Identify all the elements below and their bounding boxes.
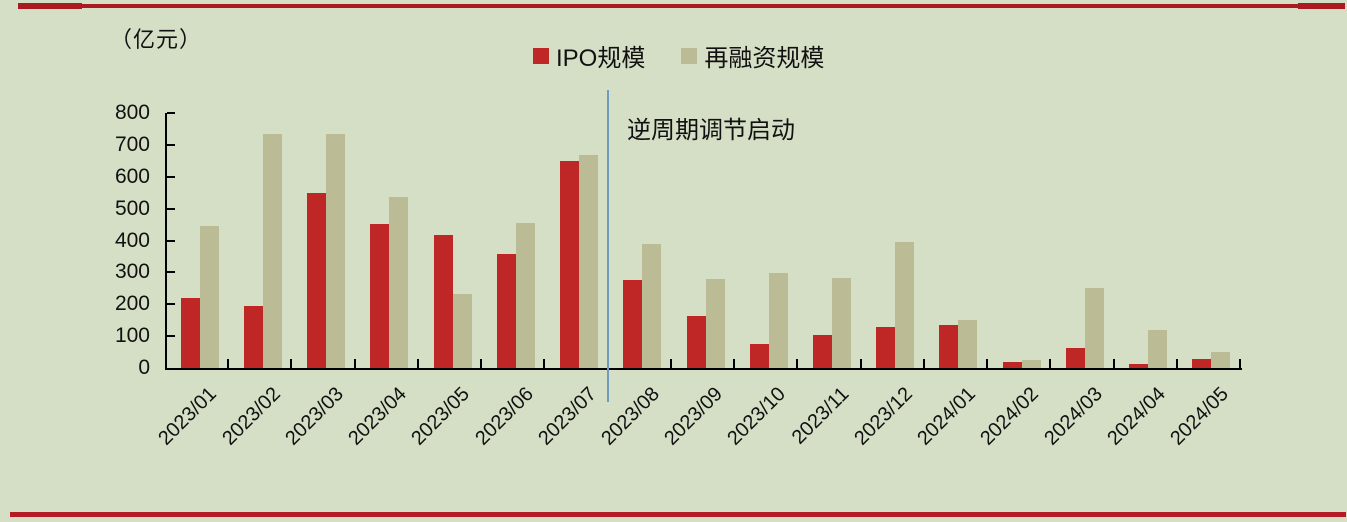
refinance-series-swatch-icon	[681, 47, 698, 64]
chart-annotation: 逆周期调节启动	[627, 117, 795, 144]
bottom-rule-line	[10, 512, 1346, 517]
x-axis-label: 2023/09	[660, 383, 728, 450]
y-axis-tick-label: 400	[114, 228, 150, 252]
counter-cyclical-divider-line	[607, 90, 609, 402]
x-axis-label: 2023/05	[407, 383, 475, 450]
x-axis-tick-mark	[480, 359, 483, 368]
y-axis-tick-label: 500	[114, 196, 150, 220]
refinance-bar-2023/01	[199, 226, 219, 368]
y-axis-tick-mark	[167, 303, 175, 306]
ipo-bar-2023/11	[812, 335, 832, 368]
refinance-bar-2023/11	[831, 278, 851, 368]
legend-item-label: 再融资规模	[704, 45, 825, 72]
ipo-bar-2023/10	[749, 344, 769, 368]
ipo-bar-2023/02	[243, 306, 263, 368]
refinance-bar-2024/05	[1211, 352, 1231, 368]
ipo-bar-2024/04	[1129, 364, 1149, 368]
x-axis-label: 2024/05	[1166, 383, 1233, 450]
ipo-bar-2023/01	[180, 298, 200, 368]
refinance-bar-2023/02	[262, 134, 282, 368]
refinance-bar-2023/12	[895, 242, 915, 368]
x-axis-label: 2023/04	[344, 383, 411, 450]
ipo-bar-2023/09	[686, 316, 706, 368]
x-axis-tick-mark	[733, 359, 736, 368]
y-axis-tick-mark	[167, 207, 175, 210]
refinance-bar-2024/02	[1021, 360, 1041, 368]
top-rule-right-segment	[1298, 3, 1345, 9]
y-axis-tick-mark	[167, 175, 175, 178]
ipo-bar-2024/01	[939, 325, 959, 368]
x-axis-label: 2023/10	[723, 383, 791, 450]
x-axis-tick-mark	[290, 359, 293, 368]
y-axis-tick-mark	[167, 143, 175, 146]
x-axis-tick-mark	[859, 359, 862, 368]
x-axis-tick-mark	[543, 359, 546, 368]
x-axis-tick-mark	[1112, 359, 1115, 368]
y-axis-tick-label: 800	[114, 101, 150, 124]
y-axis-tick-label: 300	[114, 260, 150, 284]
ipo-bar-2023/12	[876, 327, 896, 368]
y-axis-tick-mark	[167, 335, 175, 338]
refinance-bar-2023/09	[705, 279, 725, 368]
x-axis-label: 2023/12	[850, 383, 917, 450]
refinance-bar-2023/07	[579, 155, 599, 368]
ipo-bar-2023/07	[560, 161, 580, 368]
refinance-bar-2023/08	[642, 244, 662, 368]
x-axis-tick-mark	[227, 359, 230, 368]
y-axis-tick-mark	[167, 271, 175, 274]
x-axis-label: 2024/02	[976, 383, 1044, 450]
refinance-bar-2023/04	[389, 197, 409, 368]
x-axis-label: 2024/04	[1103, 383, 1170, 450]
top-rule-line	[82, 4, 1298, 8]
y-axis-unit-label: （亿元）	[110, 27, 203, 52]
top-rule-left-segment	[18, 3, 82, 9]
x-axis-label: 2024/03	[1039, 383, 1107, 450]
x-axis-tick-mark	[796, 359, 799, 368]
refinance-bar-2023/10	[768, 273, 788, 368]
ipo-bar-2024/05	[1192, 359, 1212, 368]
y-axis-tick-label: 0	[138, 356, 150, 379]
y-axis-tick-mark	[167, 112, 175, 114]
y-axis-tick-label: 600	[114, 164, 150, 188]
refinance-bar-2024/04	[1148, 330, 1168, 368]
x-axis-tick-mark	[1175, 359, 1178, 368]
legend-item-refinance: 再融资规模	[681, 38, 824, 73]
legend-item-ipo: IPO规模	[533, 38, 645, 73]
y-axis-tick-label: 700	[114, 132, 150, 156]
x-axis-label: 2023/02	[217, 383, 285, 450]
ipo-bar-2023/08	[623, 280, 643, 368]
refinance-bar-2023/03	[326, 134, 346, 368]
chart-legend: IPO规模 再融资规模	[533, 38, 824, 73]
plot-area	[165, 113, 1242, 370]
ipo-series-swatch-icon	[533, 47, 549, 64]
legend-item-label: IPO规模	[556, 45, 646, 72]
x-axis-label: 2023/01	[154, 383, 222, 450]
x-axis-tick-mark	[416, 359, 419, 368]
x-axis-label: 2023/07	[533, 383, 601, 450]
x-axis-tick-mark	[669, 359, 672, 368]
x-axis-tick-mark	[353, 359, 356, 368]
ipo-bar-2023/04	[370, 224, 390, 368]
x-axis-label: 2023/06	[470, 383, 538, 450]
y-axis-tick-label: 200	[114, 292, 150, 316]
x-axis-tick-mark	[986, 359, 989, 368]
ipo-bar-2023/05	[433, 235, 453, 368]
ipo-bar-2024/02	[1002, 362, 1022, 368]
y-axis-tick-mark	[167, 239, 175, 242]
ipo-bar-2023/03	[307, 193, 327, 368]
refinance-bar-2023/05	[452, 294, 472, 368]
x-axis-tick-mark	[1049, 359, 1052, 368]
refinance-bar-2024/03	[1084, 288, 1104, 368]
refinance-bar-2023/06	[515, 223, 535, 368]
ipo-bar-2024/03	[1065, 348, 1085, 368]
x-axis-label: 2023/11	[787, 383, 854, 449]
refinance-bar-2024/01	[958, 320, 978, 368]
x-axis-label: 2023/03	[280, 383, 348, 450]
x-axis-label: 2024/01	[913, 383, 981, 450]
y-axis-tick-label: 100	[114, 324, 150, 348]
x-axis-tick-mark	[1239, 359, 1241, 368]
x-axis-tick-mark	[922, 359, 925, 368]
ipo-bar-2023/06	[496, 254, 516, 368]
